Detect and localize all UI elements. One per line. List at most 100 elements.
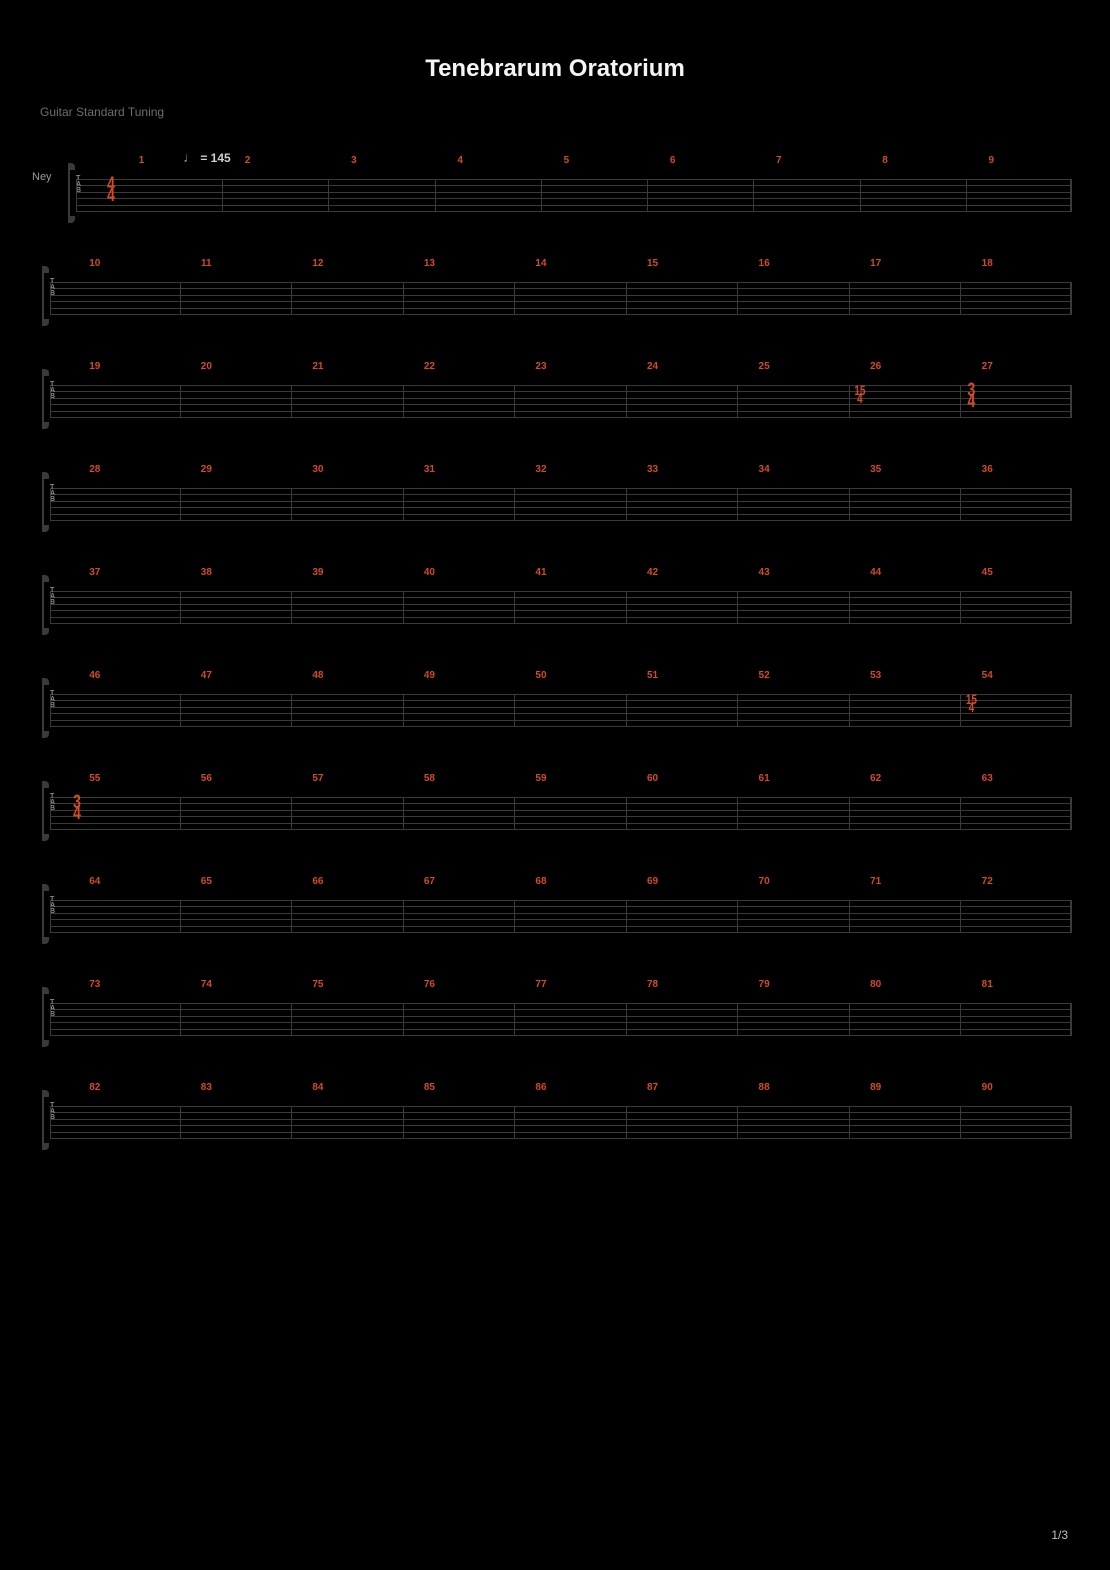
staff-line [50,1119,1072,1120]
staff-line [76,185,1072,186]
staff-line [50,694,1072,695]
barline [180,797,181,829]
barline [1070,1106,1072,1138]
barline [1070,179,1072,211]
staff-line [50,417,1072,418]
barline [737,1003,738,1035]
measure-number: 75 [312,979,323,990]
tab-staff [76,179,1072,211]
barline [50,900,51,932]
staff-line [50,932,1072,933]
barline [960,900,961,932]
quarter-note-icon: ♩ [183,149,197,165]
measure-number: 36 [982,464,993,475]
measure-number: 62 [870,773,881,784]
measure-number: 16 [759,258,770,269]
staff-line [50,617,1072,618]
barline [960,1106,961,1138]
measure-number: 38 [201,567,212,578]
barline [514,694,515,726]
tempo-marking: ♩ = 145 [183,149,1072,165]
staff-line [50,1022,1072,1023]
barline [291,282,292,314]
staff-line [76,205,1072,206]
barline [514,1003,515,1035]
barline [960,385,961,417]
barline [626,591,627,623]
system-bracket [38,987,46,1047]
barline [328,179,329,211]
barline [291,900,292,932]
staff-line [50,610,1072,611]
measure-number: 69 [647,876,658,887]
staff-line [50,314,1072,315]
tab-system: TAB282930313233343536 [38,478,1072,526]
measure-number: 83 [201,1082,212,1093]
staff-line [76,192,1072,193]
staff-line [50,597,1072,598]
measure-number: 45 [982,567,993,578]
barline [849,385,850,417]
tab-system: TAB646566676869707172 [38,890,1072,938]
barline [626,694,627,726]
barline [50,385,51,417]
measure-number: 18 [982,258,993,269]
measure-number: 46 [89,670,100,681]
time-signature: 44 [104,178,118,200]
barline [737,1106,738,1138]
staff-line [50,1106,1072,1107]
staff-line [50,1112,1072,1113]
measure-number: 29 [201,464,212,475]
tab-system: TAB737475767778798081 [38,993,1072,1041]
system-bracket [38,781,46,841]
measure-number: 89 [870,1082,881,1093]
system-bracket [64,163,72,223]
barline [291,488,292,520]
system-bracket [38,1090,46,1150]
staff-line [50,906,1072,907]
tab-staff [50,694,1072,726]
measure-number: 49 [424,670,435,681]
barline [514,591,515,623]
measure-number: 22 [424,361,435,372]
tab-page: Tenebrarum Oratorium Guitar Standard Tun… [0,0,1110,1570]
barline [960,797,961,829]
tab-system: NeyTAB12345678944 [64,169,1072,217]
barline [291,1003,292,1035]
staff-line [50,282,1072,283]
staff-line [50,488,1072,489]
tab-staff [50,1106,1072,1138]
measure-number: 33 [647,464,658,475]
tab-staff [50,797,1072,829]
measure-number: 13 [424,258,435,269]
staff-line [50,816,1072,817]
barline [180,1106,181,1138]
barline [849,488,850,520]
barline [1070,385,1072,417]
barline [1070,1003,1072,1035]
barline [180,282,181,314]
staff-line [50,514,1072,515]
barline [50,797,51,829]
measure-number: 42 [647,567,658,578]
measure-number: 20 [201,361,212,372]
barline [50,488,51,520]
barline [860,179,861,211]
measure-number: 17 [870,258,881,269]
barline [403,385,404,417]
barline [291,1106,292,1138]
barline [514,282,515,314]
barline [50,591,51,623]
staff-line [50,404,1072,405]
measure-number: 39 [312,567,323,578]
measure-number: 73 [89,979,100,990]
barline [291,797,292,829]
measure-number: 78 [647,979,658,990]
staff-line [50,829,1072,830]
tab-staff [50,385,1072,417]
barline [849,797,850,829]
barline [1070,900,1072,932]
system-bracket [38,472,46,532]
measure-number: 60 [647,773,658,784]
barline [737,900,738,932]
